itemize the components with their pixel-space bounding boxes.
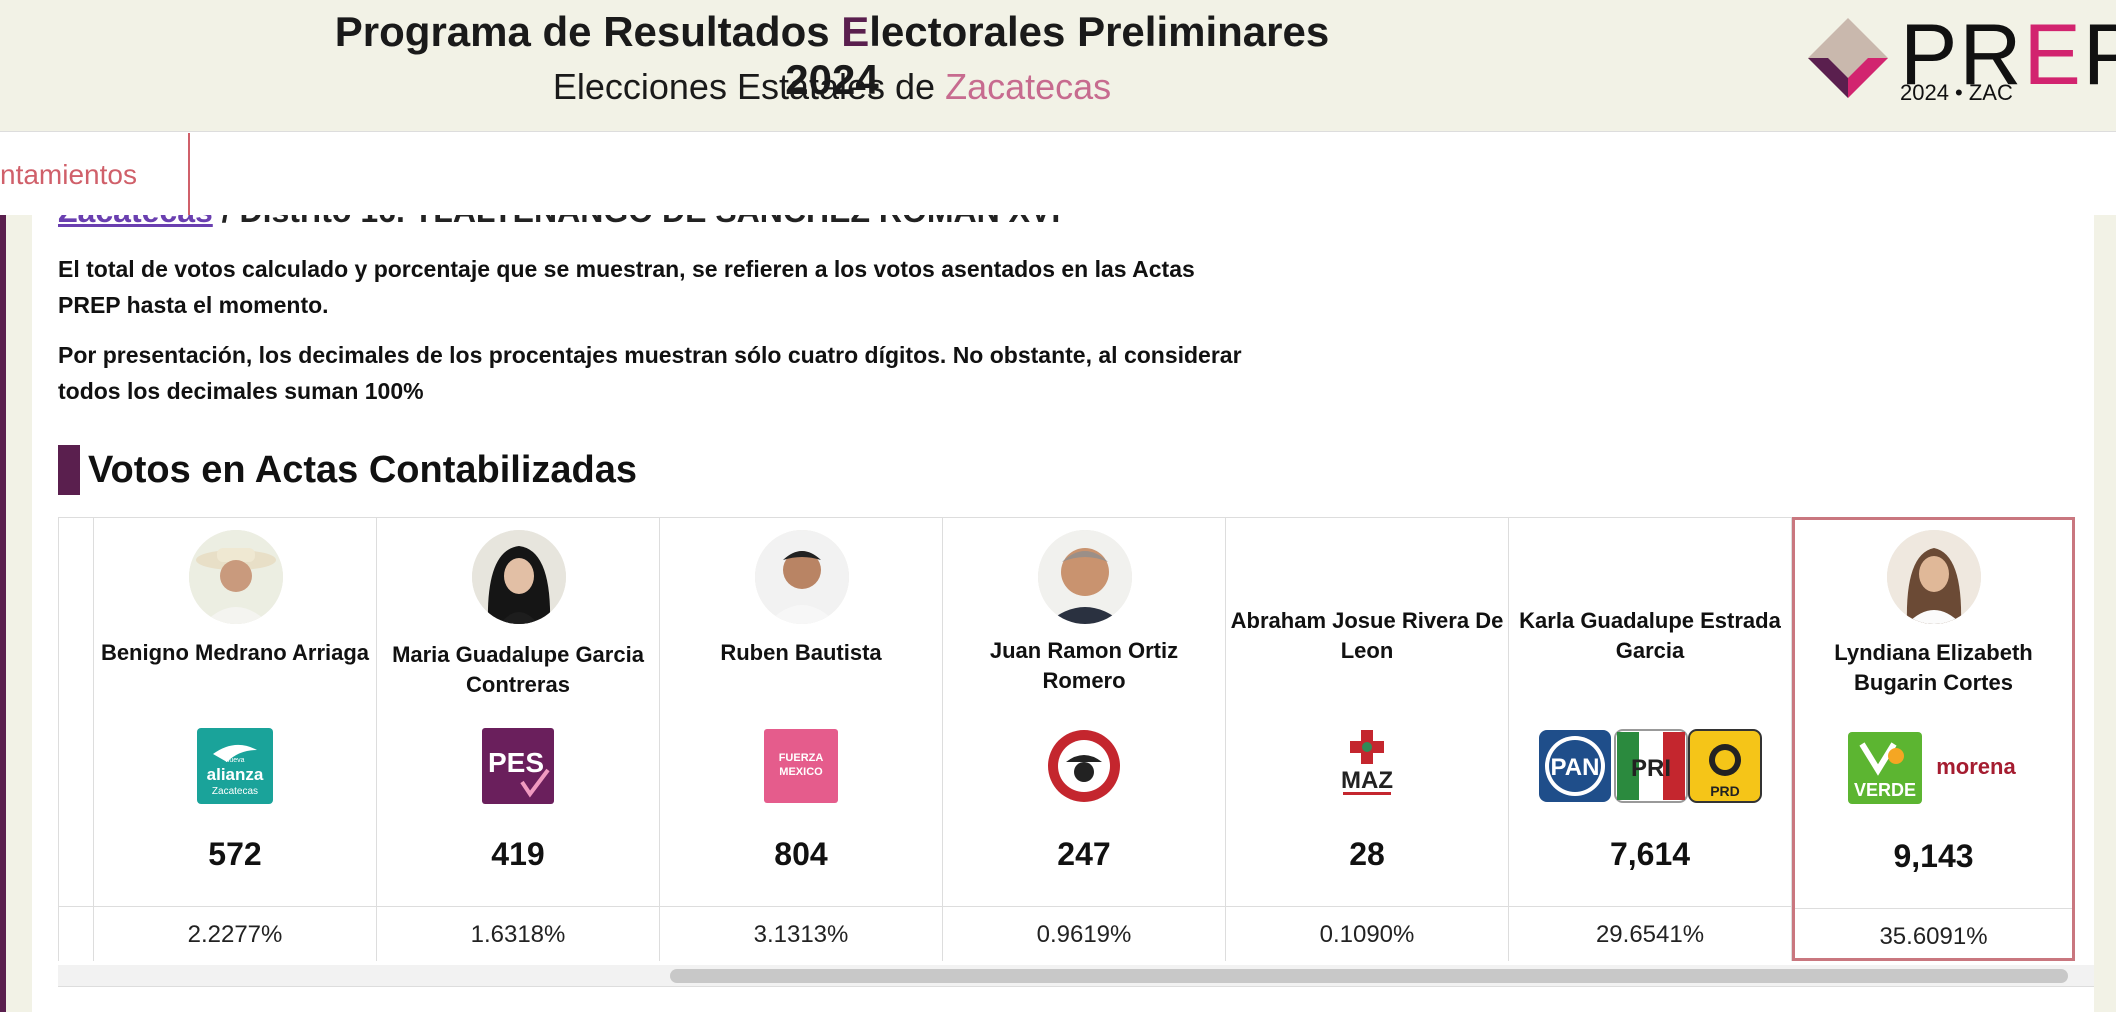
table-column-partial [58, 517, 94, 961]
section-title-text: Votos en Actas Contabilizadas [88, 448, 637, 491]
prep-logo-year: 2024 • ZAC [1900, 80, 2013, 105]
main-content: Zacatecas / Distrito 16. TLALTENANGO DE … [32, 215, 2094, 1012]
vote-percentage: 29.6541% [1509, 906, 1791, 962]
subtitle-part: Elecciones Estatales de [552, 66, 946, 107]
prep-logo[interactable]: PREP 2024 • ZAC [1800, 7, 2116, 106]
candidate-column[interactable]: Karla Guadalupe Estrada Garcia PAN PRI P… [1509, 517, 1792, 961]
pan-pri-prd-logo-icon: PAN PRI PRD [1539, 729, 1762, 803]
party-logo: MAZ [1226, 726, 1508, 806]
prep-logo-mark-icon [1808, 18, 1888, 98]
candidate-name: Juan Ramon Ortiz Romero [989, 638, 1179, 693]
results-table: Benigno Medrano Arriaga nueva alianza Za… [58, 517, 2094, 961]
vote-percentage: 0.1090% [1226, 906, 1508, 962]
candidate-name: Benigno Medrano Arriaga [100, 640, 370, 665]
prep-logo-text: PREP [1900, 6, 2116, 105]
candidate-column[interactable]: Abraham Josue Rivera De Leon MAZ 28 0.10… [1226, 517, 1509, 961]
logo-letter-e: E [2023, 7, 2083, 103]
title-accent: E [841, 8, 870, 55]
page-title: Programa de Resultados Electorales Preli… [312, 8, 1352, 104]
logo-letters: PR [1900, 7, 2024, 103]
maz-text: MAZ [1341, 767, 1393, 794]
vote-count: 9,143 [1893, 838, 1974, 874]
candidate-photo [755, 530, 849, 624]
section-title-bar [58, 445, 80, 495]
table-horizontal-scrollbar[interactable] [58, 965, 2094, 987]
person-avatar-icon [189, 530, 283, 624]
party-logo [943, 726, 1225, 806]
vote-count: 28 [1349, 836, 1385, 872]
vote-percentage: 0.9619% [943, 906, 1225, 962]
candidate-column[interactable]: Juan Ramon Ortiz Romero 247 0.9619% [943, 517, 1226, 961]
morena-text: morena [1936, 754, 2016, 779]
tab-ayuntamientos[interactable]: ntamientos [0, 159, 137, 190]
party-logo: PAN PRI PRD [1509, 726, 1791, 806]
candidate-name: Maria Guadalupe Garcia Contreras [392, 642, 644, 697]
fuerza-text-2: MEXICO [779, 766, 823, 778]
page-header: Programa de Resultados Electorales Preli… [0, 0, 2116, 132]
pes-logo-icon: PES [482, 728, 554, 804]
vote-percentage: 2.2277% [94, 906, 376, 962]
logo-letters: P [2082, 7, 2116, 103]
nueva-alianza-logo-icon: nueva alianza Zacatecas [197, 728, 273, 804]
vote-percentage: 35.6091% [1795, 908, 2072, 964]
party-logo: PES [377, 726, 659, 806]
party-logo: VERDE morena [1795, 728, 2072, 808]
vote-count: 419 [491, 836, 545, 872]
fuerza-mexico-logo-icon: FUERZA MEXICO [764, 729, 838, 803]
breadcrumb: Zacatecas / Distrito 16. TLALTENANGO DE … [58, 215, 1060, 230]
alianza-small-text: nueva [225, 757, 244, 764]
maz-logo-icon: MAZ [1329, 728, 1405, 804]
person-avatar-icon [1887, 530, 1981, 624]
candidate-name: Karla Guadalupe Estrada Garcia [1519, 608, 1781, 663]
right-gutter [2094, 215, 2116, 1012]
revolucion-popular-logo-icon [1048, 730, 1120, 802]
scrollbar-thumb[interactable] [670, 969, 2068, 983]
candidate-column-winner[interactable]: Lyndiana Elizabeth Bugarin Cortes VERDE … [1792, 517, 2075, 961]
vote-percentage: 3.1313% [660, 906, 942, 962]
vote-count: 572 [208, 836, 262, 872]
candidate-name: Abraham Josue Rivera De Leon [1230, 608, 1504, 663]
candidate-name: Lyndiana Elizabeth Bugarin Cortes [1834, 640, 2033, 695]
vote-count: 7,614 [1609, 836, 1691, 872]
person-avatar-icon [1038, 530, 1132, 624]
candidate-photo [1038, 530, 1132, 624]
candidate-photo [189, 530, 283, 624]
verde-text: VERDE [1853, 780, 1915, 800]
alianza-sub-text: Zacatecas [212, 786, 258, 797]
tab-strip: ntamientos [0, 133, 2116, 215]
candidate-photo [472, 530, 566, 624]
breadcrumb-current: / Distrito 16. TLALTENANGO DE SANCHEZ RO… [213, 215, 1061, 229]
person-avatar-icon [755, 530, 849, 624]
person-avatar-icon [472, 530, 566, 624]
notice-decimals: Por presentación, los decimales de los p… [58, 342, 1242, 404]
candidate-column[interactable]: Maria Guadalupe Garcia Contreras PES 419… [377, 517, 660, 961]
section-title: Votos en Actas Contabilizadas [58, 445, 637, 495]
alianza-main-text: alianza [207, 765, 264, 784]
breadcrumb-link-zacatecas[interactable]: Zacatecas [58, 215, 213, 229]
vote-percentage: 1.6318% [377, 906, 659, 962]
candidate-name: Ruben Bautista [720, 640, 882, 665]
pct-cell [59, 906, 93, 962]
page-subtitle: Elecciones Estatales de Zacatecas [312, 66, 1352, 108]
prd-text: PRD [1710, 783, 1740, 799]
fuerza-text-1: FUERZA [779, 752, 824, 764]
vote-count: 804 [774, 836, 828, 872]
tab-divider [188, 133, 190, 215]
party-logo: FUERZA MEXICO [660, 726, 942, 806]
subtitle-accent: Zacatecas [945, 66, 1112, 107]
pes-text: PES [488, 747, 544, 778]
candidate-column[interactable]: Ruben Bautista FUERZA MEXICO 804 3.1313% [660, 517, 943, 961]
pan-text: PAN [1551, 754, 1600, 781]
left-gutter [6, 215, 32, 1012]
candidate-column[interactable]: Benigno Medrano Arriaga nueva alianza Za… [94, 517, 377, 961]
pri-text: PRI [1631, 755, 1671, 782]
title-part: lectorales Preliminares 2024 [785, 8, 1330, 103]
vote-count: 247 [1057, 836, 1111, 872]
title-part: Programa de Resultados [334, 8, 842, 55]
candidate-photo [1887, 530, 1981, 624]
notice-votes: El total de votos calculado y porcentaje… [58, 256, 1195, 318]
left-accent-bar [0, 215, 6, 1012]
party-logo: nueva alianza Zacatecas [94, 726, 376, 806]
verde-morena-logo-icon: VERDE morena [1847, 732, 2016, 804]
